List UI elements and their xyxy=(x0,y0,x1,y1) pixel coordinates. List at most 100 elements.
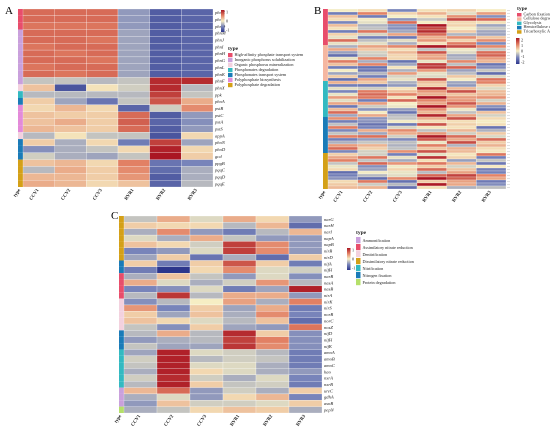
legend-label: Phosphonates degradation xyxy=(235,67,280,72)
heatmap-cell xyxy=(288,279,323,287)
heatmap-cell xyxy=(416,173,447,178)
colorbar-tick: 1 xyxy=(226,10,228,15)
heatmap-cell xyxy=(476,83,507,88)
heatmap-cell xyxy=(288,323,323,331)
heatmap-cell xyxy=(288,355,323,363)
heatmap-cell xyxy=(357,83,388,88)
heatmap-cell xyxy=(476,62,507,67)
row-label: pstA xyxy=(214,120,223,125)
type-strip-cell xyxy=(119,304,124,312)
heatmap-cell xyxy=(476,179,507,184)
heatmap-cell xyxy=(288,260,323,267)
heatmap-cell xyxy=(181,15,214,23)
heatmap-cell xyxy=(156,222,191,229)
heatmap-cell xyxy=(446,95,477,100)
heatmap-cell xyxy=(54,70,87,78)
heatmap-cell xyxy=(117,166,150,174)
type-strip-cell xyxy=(323,159,328,162)
heatmap-cell xyxy=(22,43,55,51)
colorbar xyxy=(516,38,520,64)
heatmap-cell xyxy=(156,387,191,395)
heatmap-cell xyxy=(357,62,388,67)
type-strip-cell xyxy=(18,98,23,105)
type-strip-cell xyxy=(18,173,23,181)
heatmap-cell xyxy=(476,116,507,121)
heatmap-cell xyxy=(416,158,447,163)
heatmap-cell xyxy=(123,355,158,363)
heatmap-cell xyxy=(476,20,507,25)
type-strip-cell xyxy=(119,311,124,318)
heatmap-cell xyxy=(149,159,182,167)
heatmap-cell xyxy=(357,170,388,175)
heatmap-cell xyxy=(387,68,418,73)
heatmap-cell xyxy=(446,89,477,94)
type-strip-cell xyxy=(323,141,328,144)
heatmap-cell xyxy=(446,113,477,118)
heatmap-cell xyxy=(149,173,182,181)
heatmap-cell xyxy=(476,41,507,46)
heatmap-cell xyxy=(387,167,418,172)
heatmap-cell xyxy=(149,145,182,153)
heatmap-cell xyxy=(357,128,388,133)
heatmap-cell xyxy=(222,387,257,395)
row-label: phnJ xyxy=(214,38,225,43)
heatmap-cell xyxy=(387,125,418,130)
colorbar xyxy=(347,248,351,270)
heatmap-cell xyxy=(387,149,418,154)
heatmap-cell xyxy=(123,336,158,344)
heatmap-cell xyxy=(357,116,388,121)
legend-label: Carbon fixation xyxy=(524,11,550,16)
heatmap-cell xyxy=(54,138,87,147)
heatmap-cell xyxy=(54,97,87,105)
heatmap-cell xyxy=(255,381,290,388)
heatmap-cell xyxy=(288,362,323,369)
heatmap-cell xyxy=(222,215,257,223)
heatmap-cell xyxy=(387,74,418,79)
heatmap-cell xyxy=(416,11,447,16)
heatmap-cell xyxy=(255,355,290,363)
heatmap-cell xyxy=(255,254,290,261)
heatmap-cell xyxy=(181,36,214,44)
column-label: RVR2 xyxy=(263,414,275,428)
heatmap-cell xyxy=(327,65,358,70)
heatmap-cell xyxy=(156,368,191,375)
heatmap-cell xyxy=(181,104,214,112)
row-label: pqqC xyxy=(214,168,226,173)
heatmap-cell xyxy=(156,400,191,407)
heatmap-cell xyxy=(255,368,290,375)
heatmap-cell xyxy=(123,349,158,356)
heatmap-cell xyxy=(387,23,418,28)
heatmap-cell xyxy=(357,98,388,103)
heatmap-cell xyxy=(255,260,290,267)
row-label: phnH xyxy=(214,51,226,56)
heatmap-cell xyxy=(123,323,158,331)
heatmap-cell xyxy=(86,49,119,58)
heatmap-cell xyxy=(54,91,87,99)
heatmap-cell xyxy=(476,17,507,22)
heatmap-cell xyxy=(387,104,418,109)
heatmap-cell xyxy=(387,32,418,37)
heatmap-cell xyxy=(387,179,418,184)
heatmap-cell xyxy=(54,29,87,37)
row-label: nifH xyxy=(324,338,333,343)
heatmap-cell xyxy=(189,247,224,255)
heatmap-cell xyxy=(357,149,388,154)
heatmap-cell xyxy=(181,125,214,133)
heatmap-cell xyxy=(476,119,507,124)
heatmap-cell xyxy=(476,56,507,61)
heatmap-cell xyxy=(387,83,418,88)
row-label: napB xyxy=(324,242,334,247)
heatmap-cell xyxy=(476,50,507,55)
heatmap-cell xyxy=(288,311,323,318)
row-label: norC xyxy=(324,318,334,323)
heatmap-cell xyxy=(476,152,507,157)
row-label: nifD xyxy=(324,331,333,336)
heatmap-cell xyxy=(357,95,388,100)
heatmap-cell xyxy=(357,155,388,160)
heatmap-cell xyxy=(357,41,388,46)
heatmap-cell xyxy=(288,266,323,274)
heatmap-cell xyxy=(86,29,119,37)
heatmap-cell xyxy=(54,104,87,112)
heatmap-cell xyxy=(416,131,447,136)
row-label: nasA xyxy=(324,280,333,285)
